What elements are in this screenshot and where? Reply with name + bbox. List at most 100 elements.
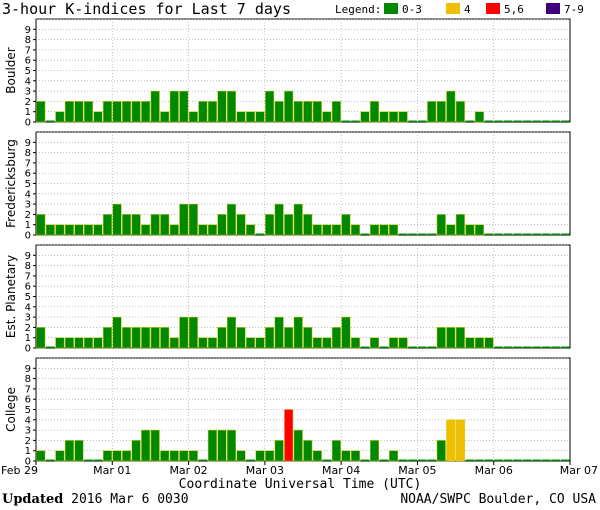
bar-college-24 — [265, 450, 275, 462]
bar-est-planetary-33 — [350, 337, 360, 349]
bar-college-25 — [274, 440, 284, 462]
bar-college-34 — [360, 459, 370, 461]
bar-boulder-21 — [236, 111, 246, 123]
bar-college-45 — [465, 459, 475, 461]
y-tick-label: 3 — [25, 426, 31, 437]
bar-est-planetary-50 — [513, 346, 522, 348]
y-tick-label: 2 — [25, 210, 31, 221]
y-tick-label: 1 — [25, 220, 31, 231]
bar-college-47 — [484, 459, 494, 461]
bar-boulder-49 — [503, 120, 513, 122]
bar-fredericksburg-13 — [160, 214, 170, 236]
bar-college-54 — [551, 459, 560, 461]
bar-college-31 — [331, 440, 341, 462]
bar-college-0 — [36, 450, 46, 462]
bar-fredericksburg-9 — [122, 214, 132, 236]
bar-boulder-15 — [179, 90, 189, 123]
bar-college-35 — [370, 440, 380, 462]
bar-college-23 — [255, 450, 265, 462]
bar-fredericksburg-33 — [350, 224, 360, 236]
bar-boulder-19 — [217, 90, 227, 123]
bar-college-44 — [455, 419, 465, 462]
bar-college-36 — [379, 459, 389, 461]
bar-boulder-38 — [398, 111, 408, 123]
bar-fredericksburg-0 — [36, 214, 46, 236]
bar-college-29 — [312, 450, 322, 462]
bar-boulder-52 — [532, 120, 541, 122]
bar-est-planetary-17 — [198, 337, 208, 349]
legend-swatch-active — [446, 3, 460, 14]
y-tick-label: 2 — [25, 323, 31, 334]
legend-text-quiet: 0-3 — [402, 3, 422, 16]
bar-boulder-16 — [188, 111, 198, 123]
bar-boulder-9 — [122, 101, 132, 123]
bar-est-planetary-14 — [169, 337, 179, 349]
bar-est-planetary-1 — [46, 346, 55, 348]
bar-fredericksburg-21 — [236, 214, 246, 236]
bar-est-planetary-42 — [436, 327, 446, 349]
bar-boulder-55 — [560, 120, 570, 122]
bar-college-14 — [169, 450, 179, 462]
chart-title: 3-hour K-indices for Last 7 days — [2, 0, 291, 18]
bar-boulder-13 — [160, 111, 170, 123]
bar-boulder-17 — [198, 101, 208, 123]
bar-college-3 — [64, 440, 74, 462]
bar-fredericksburg-39 — [408, 233, 417, 235]
bar-est-planetary-28 — [303, 327, 313, 349]
bar-college-50 — [513, 459, 522, 461]
bar-est-planetary-38 — [398, 337, 408, 349]
bar-est-planetary-19 — [217, 327, 227, 349]
panel-label-boulder: Boulder — [4, 47, 18, 94]
panel-label-est-planetary: Est. Planetary — [4, 255, 18, 338]
bar-boulder-24 — [265, 90, 275, 123]
bar-college-5 — [84, 459, 93, 461]
bar-fredericksburg-18 — [207, 224, 217, 236]
bar-est-planetary-6 — [93, 337, 103, 349]
bar-est-planetary-34 — [360, 346, 370, 348]
bar-est-planetary-21 — [236, 327, 246, 349]
bar-est-planetary-24 — [265, 327, 275, 349]
bar-est-planetary-5 — [83, 337, 93, 349]
y-tick-label: 3 — [25, 200, 31, 211]
bar-college-38 — [398, 459, 408, 461]
bar-boulder-51 — [522, 120, 532, 122]
bar-college-1 — [46, 459, 55, 461]
bar-fredericksburg-11 — [141, 224, 151, 236]
bar-boulder-48 — [494, 120, 503, 122]
bar-fredericksburg-46 — [474, 224, 484, 236]
bar-fredericksburg-50 — [513, 233, 522, 235]
bar-est-planetary-10 — [131, 327, 141, 349]
bar-college-27 — [293, 429, 303, 462]
x-tick-label: Feb 29 — [1, 464, 38, 477]
bar-est-planetary-35 — [370, 337, 380, 349]
bar-est-planetary-25 — [274, 316, 284, 349]
bar-est-planetary-22 — [246, 337, 256, 349]
bar-fredericksburg-53 — [541, 233, 551, 235]
bar-college-11 — [141, 429, 151, 462]
updated-stamp: Updated 2016 Mar 6 0030 — [2, 492, 189, 507]
data-source: NOAA/SWPC Boulder, CO USA — [400, 492, 596, 507]
bar-fredericksburg-10 — [131, 214, 141, 236]
bar-boulder-28 — [303, 101, 313, 123]
bar-college-19 — [217, 429, 227, 462]
x-tick-label: Mar 07 — [560, 464, 598, 477]
bar-college-8 — [112, 450, 122, 462]
bar-fredericksburg-48 — [494, 233, 503, 235]
y-tick-label: 7 — [25, 271, 31, 282]
bar-boulder-53 — [541, 120, 551, 122]
bar-est-planetary-18 — [207, 337, 217, 349]
bar-boulder-31 — [331, 101, 341, 123]
bar-college-51 — [522, 459, 532, 461]
y-tick-label: 1 — [25, 446, 31, 457]
y-tick-label: 9 — [25, 25, 31, 36]
bar-boulder-5 — [83, 101, 93, 123]
bar-est-planetary-53 — [541, 346, 551, 348]
bar-fredericksburg-43 — [446, 224, 456, 236]
bar-fredericksburg-45 — [465, 224, 475, 236]
bar-college-55 — [560, 459, 570, 461]
bar-est-planetary-41 — [427, 346, 436, 348]
bar-college-18 — [207, 429, 217, 462]
bar-boulder-20 — [226, 90, 236, 123]
bar-boulder-7 — [103, 101, 113, 123]
bar-fredericksburg-2 — [55, 224, 65, 236]
